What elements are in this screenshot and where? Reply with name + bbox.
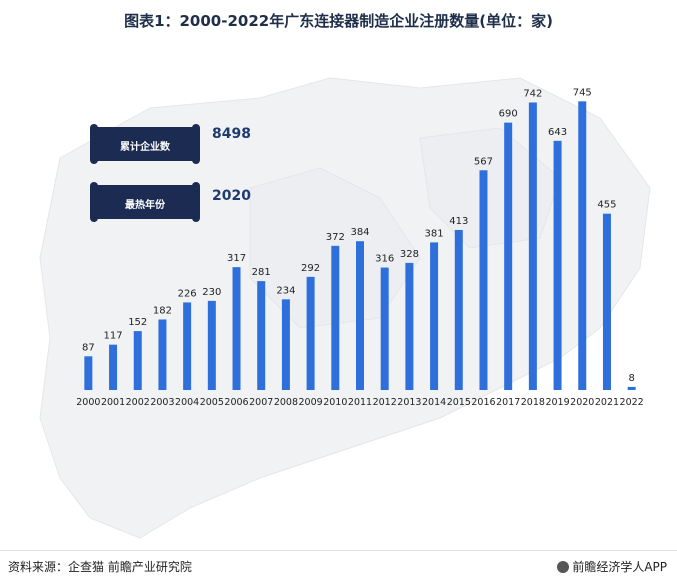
x-tick-label-2004: 2004	[175, 397, 199, 408]
data-label-2019: 643	[548, 127, 567, 138]
x-tick-label-2013: 2013	[397, 397, 421, 408]
bar-chart: 87 2000 117 2001 152 2002 182 2003 226 2004 230 200…	[76, 87, 644, 408]
x-tick-label-2016: 2016	[471, 397, 495, 408]
data-label-2011: 384	[350, 227, 369, 238]
bar-2013	[405, 262, 414, 390]
x-tick-label-2014: 2014	[422, 397, 446, 408]
bar-2002	[133, 331, 142, 390]
x-tick-label-2010: 2010	[323, 397, 347, 408]
data-label-2005: 230	[202, 287, 221, 298]
footer-divider	[0, 550, 677, 551]
chart-title: 图表1：2000-2022年广东连接器制造企业注册数量(单位：家)	[124, 12, 553, 30]
data-label-2002: 152	[128, 317, 147, 328]
bar-2019	[553, 140, 562, 390]
data-label-2020: 745	[573, 87, 592, 98]
x-tick-label-2005: 2005	[200, 397, 224, 408]
bar-2015	[454, 229, 463, 390]
x-tick-label-2006: 2006	[224, 397, 248, 408]
bar-2000	[84, 356, 93, 390]
bar-2017	[504, 122, 513, 390]
x-tick-label-2012: 2012	[373, 397, 397, 408]
data-label-2004: 226	[178, 288, 197, 299]
bar-2014	[430, 242, 439, 390]
x-tick-label-2017: 2017	[496, 397, 520, 408]
x-tick-label-2019: 2019	[545, 397, 569, 408]
source-note: 资料来源：企查猫 前瞻产业研究院	[8, 560, 192, 574]
data-label-2012: 316	[375, 254, 394, 265]
x-tick-label-2021: 2021	[595, 397, 619, 408]
data-label-2021: 455	[597, 200, 616, 211]
x-tick-label-2002: 2002	[126, 397, 150, 408]
bar-2008	[281, 299, 290, 390]
data-label-2015: 413	[449, 216, 468, 227]
scroll-banner-icon	[90, 124, 200, 164]
chart-area: 87 2000 117 2001 152 2002 182 2003 226 2004 230 200…	[0, 38, 677, 548]
stat-label-total: 累计企业数	[120, 142, 170, 153]
x-tick-label-2020: 2020	[570, 397, 594, 408]
data-label-2001: 117	[103, 331, 122, 342]
bar-2003	[158, 319, 167, 390]
bar-2010	[331, 245, 340, 390]
stat-value-hottest-year: 2020	[212, 188, 251, 204]
bar-2004	[183, 302, 192, 390]
x-tick-label-2015: 2015	[447, 397, 471, 408]
bar-2020	[578, 101, 587, 390]
data-label-2017: 690	[499, 109, 518, 120]
data-label-2013: 328	[400, 249, 419, 260]
stat-value-total: 8498	[212, 126, 251, 142]
x-tick-label-2008: 2008	[274, 397, 298, 408]
bar-2021	[602, 213, 611, 390]
data-label-2008: 234	[276, 285, 295, 296]
brand-label: 前瞻经济学人APP	[557, 558, 667, 575]
data-label-2009: 292	[301, 263, 320, 274]
data-label-2003: 182	[153, 305, 172, 316]
stat-label-hottest-year: 最热年份	[125, 200, 165, 211]
brand-text: 前瞻经济学人APP	[572, 560, 667, 574]
data-label-2010: 372	[326, 232, 345, 243]
x-tick-label-2022: 2022	[620, 397, 644, 408]
bar-2011	[356, 241, 364, 390]
bar-2001	[109, 344, 118, 390]
bar-2007	[257, 281, 266, 390]
scroll-banner-icon	[90, 182, 200, 222]
data-label-2007: 281	[252, 267, 271, 278]
x-tick-label-2018: 2018	[521, 397, 545, 408]
x-tick-label-2003: 2003	[150, 397, 174, 408]
bar-2005	[207, 300, 216, 390]
bar-2018	[528, 102, 537, 390]
data-label-2022: 8	[628, 373, 634, 384]
data-label-2018: 742	[523, 88, 542, 99]
bar-2022	[627, 386, 636, 390]
bar-2006	[232, 267, 241, 390]
data-label-2016: 567	[474, 156, 493, 167]
x-tick-label-2011: 2011	[348, 397, 372, 408]
data-label-2000: 87	[82, 342, 95, 353]
x-tick-label-2007: 2007	[249, 397, 273, 408]
x-tick-label-2000: 2000	[76, 397, 100, 408]
brand-logo-icon	[557, 561, 570, 573]
bar-2009	[306, 276, 315, 390]
data-label-2014: 381	[425, 228, 444, 239]
bar-2016	[479, 170, 488, 390]
x-tick-label-2001: 2001	[101, 397, 125, 408]
x-tick-label-2009: 2009	[299, 397, 323, 408]
data-label-2006: 317	[227, 253, 246, 264]
bar-2012	[380, 267, 389, 390]
